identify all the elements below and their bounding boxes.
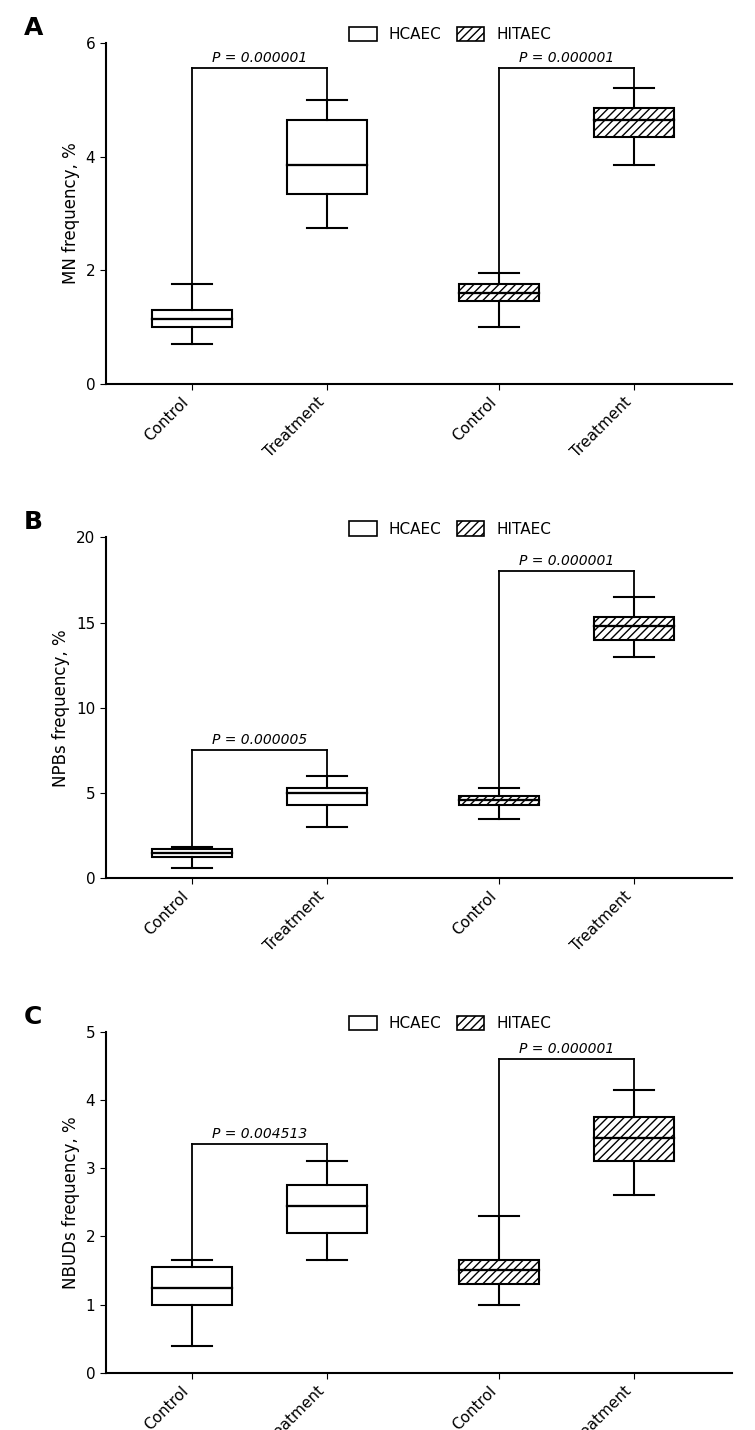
Bar: [594, 109, 674, 137]
Bar: [152, 310, 232, 327]
Bar: [459, 285, 539, 302]
Text: P = 0.000001: P = 0.000001: [211, 51, 307, 64]
Text: A: A: [24, 16, 44, 40]
Legend: HCAEC, HITAEC: HCAEC, HITAEC: [349, 1015, 552, 1031]
Bar: [459, 795, 539, 805]
Legend: HCAEC, HITAEC: HCAEC, HITAEC: [349, 521, 552, 536]
Bar: [152, 849, 232, 857]
Text: P = 0.004513: P = 0.004513: [211, 1127, 307, 1141]
Text: B: B: [24, 511, 43, 533]
Legend: HCAEC, HITAEC: HCAEC, HITAEC: [349, 27, 552, 43]
Bar: [594, 1117, 674, 1161]
Y-axis label: NBUDs frequency, %: NBUDs frequency, %: [62, 1115, 80, 1288]
Bar: [152, 1267, 232, 1304]
Text: C: C: [24, 1004, 42, 1028]
Bar: [594, 618, 674, 639]
Text: P = 0.000001: P = 0.000001: [519, 51, 614, 64]
Bar: [287, 788, 367, 805]
Bar: [287, 120, 367, 193]
Text: P = 0.000001: P = 0.000001: [519, 553, 614, 568]
Bar: [459, 1260, 539, 1284]
Y-axis label: NPBs frequency, %: NPBs frequency, %: [53, 629, 70, 787]
Text: P = 0.000005: P = 0.000005: [211, 734, 307, 746]
Text: P = 0.000001: P = 0.000001: [519, 1041, 614, 1055]
Y-axis label: MN frequency, %: MN frequency, %: [62, 143, 80, 285]
Bar: [287, 1185, 367, 1233]
